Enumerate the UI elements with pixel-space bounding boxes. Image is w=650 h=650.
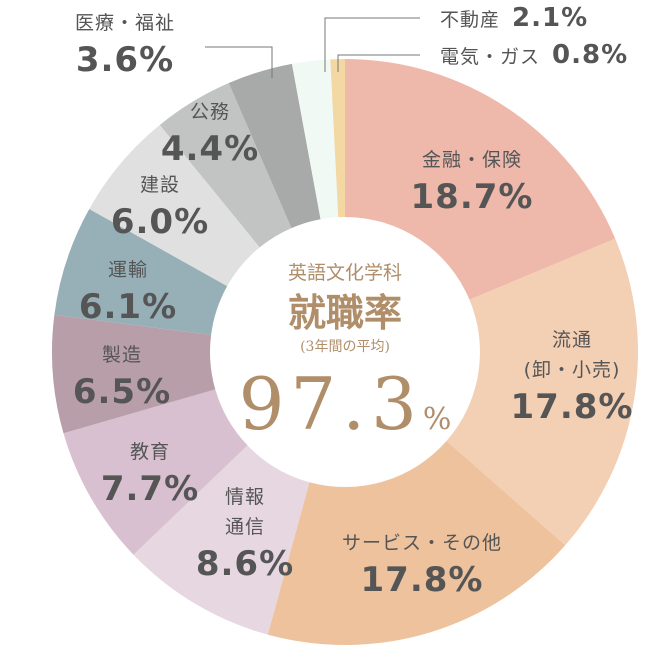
segment-value: 3.6% bbox=[75, 40, 175, 80]
segment-name: 教育 bbox=[129, 441, 171, 463]
segment-name: 流通 (卸・小売) bbox=[523, 329, 621, 381]
donut-segment bbox=[89, 124, 260, 287]
segment-label: 不動産 2.1% bbox=[440, 3, 588, 35]
segment-name: 製造 bbox=[101, 344, 143, 366]
segment-name: 医療・福祉 bbox=[74, 12, 176, 34]
segment-label: 金融・保険 18.7% bbox=[411, 145, 534, 219]
segment-name: 電気・ガス bbox=[440, 46, 541, 68]
segment-name: 不動産 bbox=[440, 9, 501, 31]
center-rate: 97.3% bbox=[239, 362, 452, 446]
center-note: (3年間の平均) bbox=[300, 339, 390, 355]
segment-value: 0.8% bbox=[552, 40, 629, 70]
segment-value: 6.0% bbox=[110, 202, 210, 242]
center-title: 就職率 bbox=[287, 290, 403, 335]
segment-label: 電気・ガス 0.8% bbox=[440, 40, 628, 72]
segment-label: 教育 7.7% bbox=[101, 437, 199, 511]
segment-value: 8.6% bbox=[195, 544, 295, 584]
segment-value: 18.7% bbox=[410, 177, 534, 217]
segment-value: 4.4% bbox=[160, 129, 260, 169]
segment-value: 17.8% bbox=[510, 387, 634, 427]
donut-segment bbox=[345, 59, 616, 300]
rate-unit: % bbox=[422, 402, 452, 437]
segment-value: 17.8% bbox=[360, 560, 484, 600]
segment-name: 金融・保険 bbox=[421, 149, 522, 171]
segment-value: 6.5% bbox=[72, 372, 172, 412]
donut-segment bbox=[133, 445, 310, 635]
segment-label: 建設 6.0% bbox=[111, 170, 209, 244]
segment-label: サービス・その他 17.8% bbox=[342, 528, 502, 602]
donut-segment bbox=[291, 59, 339, 220]
segment-label: 医療・福祉 3.6% bbox=[75, 8, 175, 82]
segment-label: 運輸 6.1% bbox=[79, 255, 177, 329]
donut-segment bbox=[330, 59, 345, 218]
leader-line bbox=[337, 54, 420, 72]
segment-value: 6.1% bbox=[78, 287, 178, 327]
segment-name: 運輸 bbox=[107, 259, 149, 281]
segment-value: 7.7% bbox=[100, 469, 200, 509]
leader-line bbox=[324, 17, 420, 72]
segment-label: 公務 4.4% bbox=[161, 97, 259, 171]
donut-segment bbox=[446, 238, 638, 546]
donut-segment bbox=[51, 314, 216, 434]
donut-segment bbox=[228, 63, 321, 229]
segment-name: 公務 bbox=[189, 101, 231, 123]
segment-label: 製造 6.5% bbox=[73, 340, 171, 414]
segment-name: サービス・その他 bbox=[341, 532, 503, 554]
department: 英語文化学科 bbox=[287, 262, 403, 284]
donut-segment bbox=[63, 389, 248, 555]
donut-segment bbox=[159, 83, 292, 248]
donut-segment bbox=[54, 208, 228, 335]
segment-label: 流通 (卸・小売) 17.8% bbox=[511, 325, 634, 429]
rate: 97.3 bbox=[238, 362, 423, 446]
donut-segment bbox=[267, 441, 566, 645]
segment-name: 建設 bbox=[139, 174, 181, 196]
segment-label: 情報 通信 8.6% bbox=[196, 482, 294, 586]
segment-value: 2.1% bbox=[512, 3, 589, 33]
segment-name: 情報 通信 bbox=[224, 486, 266, 538]
leader-line bbox=[205, 46, 273, 78]
